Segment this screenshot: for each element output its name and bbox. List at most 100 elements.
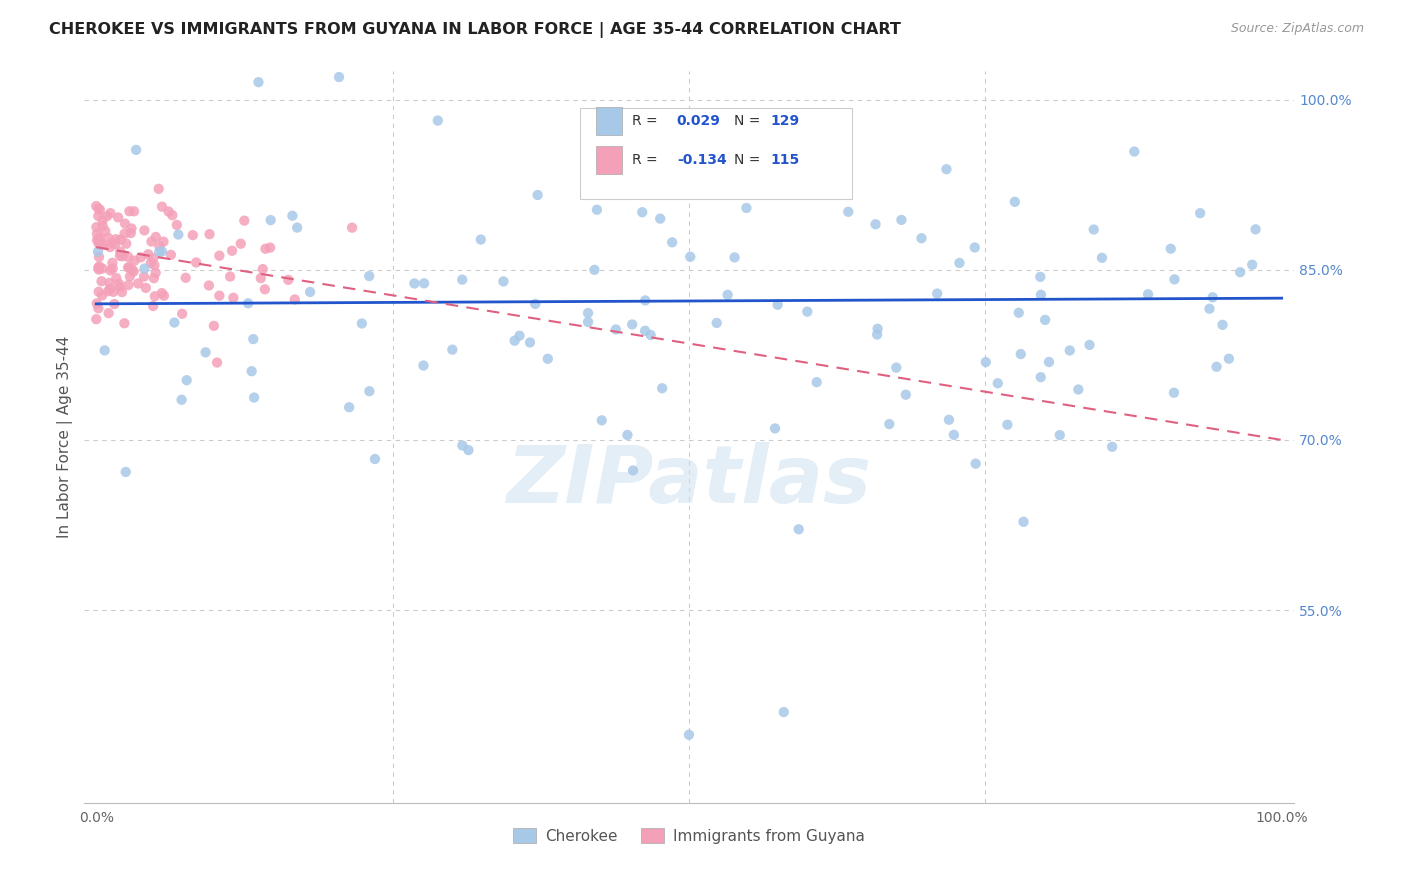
Point xyxy=(1012,515,1035,529)
Point xyxy=(87,244,110,259)
Point xyxy=(1160,242,1182,256)
Point xyxy=(591,413,613,427)
Point xyxy=(277,273,299,287)
Point xyxy=(938,413,960,427)
Point xyxy=(1244,222,1267,236)
Point xyxy=(107,211,129,225)
Point xyxy=(524,297,547,311)
Point xyxy=(894,387,917,401)
Point xyxy=(340,220,363,235)
Point xyxy=(616,428,638,442)
Point xyxy=(162,208,184,222)
Point xyxy=(1241,258,1264,272)
Point xyxy=(121,221,143,235)
Point xyxy=(176,373,198,387)
Point xyxy=(93,343,115,358)
Point xyxy=(243,391,266,405)
Point xyxy=(229,236,252,251)
Point xyxy=(91,261,114,276)
Point xyxy=(135,281,157,295)
Point xyxy=(101,261,124,276)
Point xyxy=(89,260,111,274)
Point xyxy=(103,285,125,299)
Point xyxy=(666,140,689,154)
Point xyxy=(100,206,122,220)
Point xyxy=(704,142,727,156)
Point xyxy=(704,172,727,186)
Text: Source: ZipAtlas.com: Source: ZipAtlas.com xyxy=(1230,22,1364,36)
Point xyxy=(678,728,700,742)
Point xyxy=(150,244,173,259)
Point xyxy=(236,296,259,310)
Point xyxy=(605,322,627,336)
Point xyxy=(174,270,197,285)
Point xyxy=(526,188,548,202)
Point xyxy=(254,242,277,256)
Point xyxy=(105,232,128,246)
Point xyxy=(1202,290,1225,304)
Point xyxy=(727,168,749,182)
FancyBboxPatch shape xyxy=(581,108,852,200)
Point xyxy=(87,301,110,316)
Point xyxy=(115,236,138,251)
Point xyxy=(129,251,152,265)
Point xyxy=(583,263,606,277)
Point xyxy=(145,266,167,280)
Point xyxy=(240,364,263,378)
Point xyxy=(679,250,702,264)
Point xyxy=(208,289,231,303)
Text: 129: 129 xyxy=(770,114,799,128)
Point xyxy=(249,271,271,285)
Point xyxy=(170,392,193,407)
Point xyxy=(153,289,176,303)
Point xyxy=(519,335,541,350)
Point xyxy=(884,360,907,375)
Point xyxy=(142,251,165,265)
Point xyxy=(299,285,322,299)
Point xyxy=(592,186,614,200)
Point xyxy=(1010,347,1032,361)
Point xyxy=(86,233,108,247)
Point xyxy=(328,70,350,84)
Point xyxy=(84,312,107,326)
Point xyxy=(806,375,828,389)
Point xyxy=(1004,194,1026,209)
Point xyxy=(89,231,111,245)
Point xyxy=(965,457,987,471)
Point xyxy=(586,202,609,217)
Point xyxy=(100,263,122,277)
Legend: Cherokee, Immigrants from Guyana: Cherokee, Immigrants from Guyana xyxy=(508,822,870,850)
Point xyxy=(194,345,217,359)
Point xyxy=(205,355,228,369)
Point xyxy=(134,223,156,237)
Point xyxy=(634,324,657,338)
Point xyxy=(142,271,165,285)
Text: R =: R = xyxy=(633,153,662,167)
Point xyxy=(118,269,141,284)
Point xyxy=(87,285,110,299)
Point xyxy=(94,224,117,238)
Point xyxy=(117,278,139,293)
Point xyxy=(1033,313,1056,327)
Point xyxy=(108,280,131,294)
Point xyxy=(537,351,560,366)
Point xyxy=(143,258,166,272)
Point xyxy=(134,261,156,276)
Point xyxy=(97,284,120,298)
Point xyxy=(974,355,997,369)
Point xyxy=(661,235,683,250)
Point xyxy=(96,209,118,223)
Point xyxy=(631,205,654,219)
Point xyxy=(987,376,1010,391)
Point xyxy=(86,220,108,235)
Point xyxy=(117,260,139,275)
Point xyxy=(621,318,644,332)
Point xyxy=(1189,206,1212,220)
Point xyxy=(163,316,186,330)
Point xyxy=(1029,269,1052,284)
Point xyxy=(763,421,786,435)
Point xyxy=(198,227,221,241)
Point xyxy=(117,250,139,264)
Point xyxy=(1029,370,1052,384)
Point xyxy=(1029,288,1052,302)
